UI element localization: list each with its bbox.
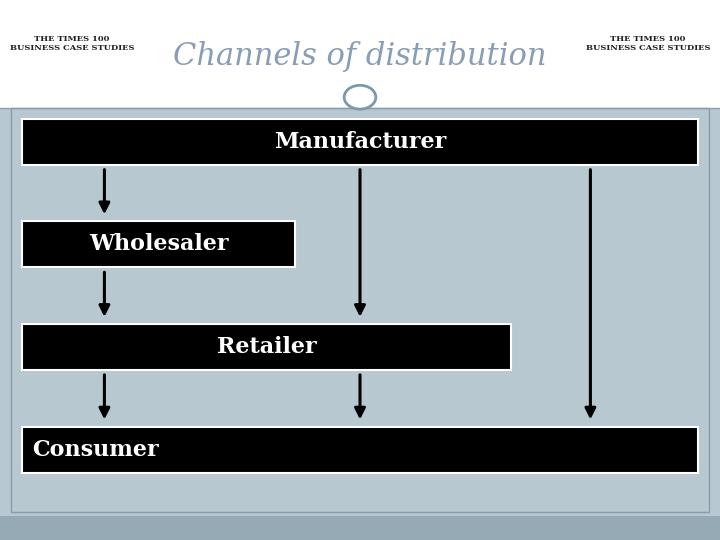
Bar [22, 427, 698, 472]
Bar [0, 516, 720, 540]
Bar [22, 324, 511, 370]
Bar [0, 108, 720, 516]
Bar [22, 221, 295, 267]
Bar [22, 119, 698, 165]
Circle shape [344, 85, 376, 109]
Bar [11, 108, 709, 512]
Bar [0, 0, 720, 108]
Text: THE TIMES 100
BUSINESS CASE STUDIES: THE TIMES 100 BUSINESS CASE STUDIES [586, 35, 710, 52]
Text: Consumer: Consumer [32, 438, 159, 461]
Text: Retailer: Retailer [217, 336, 316, 358]
Text: Manufacturer: Manufacturer [274, 131, 446, 153]
Text: Channels of distribution: Channels of distribution [174, 41, 546, 72]
Text: Wholesaler: Wholesaler [89, 233, 228, 255]
Text: THE TIMES 100
BUSINESS CASE STUDIES: THE TIMES 100 BUSINESS CASE STUDIES [10, 35, 134, 52]
